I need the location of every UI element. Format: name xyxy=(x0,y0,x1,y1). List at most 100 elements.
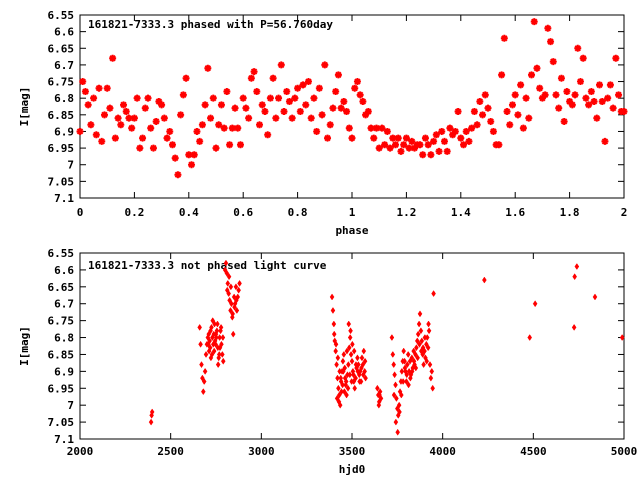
data-point xyxy=(234,307,240,314)
data-point xyxy=(498,71,506,79)
data-point xyxy=(220,124,228,132)
data-point xyxy=(149,408,155,416)
data-point xyxy=(405,144,413,152)
data-point xyxy=(152,117,160,125)
data-point xyxy=(234,124,242,132)
data-point xyxy=(411,357,417,365)
data-point xyxy=(538,94,546,102)
y-tick-label: 7.1 xyxy=(54,192,74,205)
data-point xyxy=(429,367,435,375)
data-point xyxy=(400,378,406,385)
data-point xyxy=(375,144,383,152)
data-point xyxy=(377,391,382,399)
data-point xyxy=(179,91,187,99)
data-point xyxy=(216,351,222,358)
data-point xyxy=(236,141,244,149)
data-point xyxy=(579,54,587,62)
data-point xyxy=(473,121,481,129)
data-point xyxy=(476,98,484,106)
data-point xyxy=(141,104,149,112)
data-point xyxy=(343,107,351,115)
data-point xyxy=(130,114,138,122)
data-point xyxy=(416,141,424,149)
data-point xyxy=(224,269,230,277)
data-point xyxy=(207,344,213,352)
data-point xyxy=(462,127,470,135)
data-point xyxy=(250,68,258,76)
data-point xyxy=(256,121,264,129)
data-point xyxy=(333,340,339,348)
x-tick-label: 0.2 xyxy=(124,206,144,219)
data-point xyxy=(216,354,222,362)
data-point xyxy=(470,107,478,115)
data-point xyxy=(421,134,429,142)
data-point xyxy=(457,134,465,142)
data-point xyxy=(247,74,255,82)
data-point xyxy=(414,344,419,352)
data-point xyxy=(394,394,399,402)
data-point xyxy=(417,340,422,348)
data-point xyxy=(334,71,342,79)
data-point xyxy=(389,134,397,142)
data-point xyxy=(409,354,415,362)
data-point xyxy=(405,351,411,358)
data-point xyxy=(446,124,454,132)
x-tick-label: 2000 xyxy=(67,445,94,458)
x-tick-label: 1.2 xyxy=(396,206,416,219)
data-point xyxy=(122,107,130,115)
data-point xyxy=(400,141,408,149)
data-point xyxy=(245,114,253,122)
y-tick-label: 6.8 xyxy=(54,332,74,345)
data-point xyxy=(160,114,168,122)
data-point xyxy=(351,347,357,355)
data-point xyxy=(198,121,206,129)
data-point xyxy=(405,361,410,369)
data-point xyxy=(359,364,364,372)
data-point xyxy=(351,371,356,379)
data-point xyxy=(415,330,421,338)
data-point xyxy=(84,101,92,109)
data-point xyxy=(522,94,530,102)
data-point xyxy=(224,286,230,294)
y-tick-label: 6.95 xyxy=(48,382,75,395)
x-tick-label: 3500 xyxy=(339,445,366,458)
data-point xyxy=(231,104,239,112)
y-tick-label: 6.7 xyxy=(54,298,74,311)
data-point xyxy=(574,44,582,52)
data-point xyxy=(383,127,391,135)
data-point xyxy=(207,114,215,122)
x-tick-label: 0.8 xyxy=(288,206,308,219)
data-point xyxy=(228,307,233,314)
data-point xyxy=(571,91,579,99)
data-point xyxy=(351,84,359,92)
data-point xyxy=(344,347,350,355)
data-point xyxy=(253,88,261,96)
data-point xyxy=(362,357,368,365)
data-point xyxy=(338,374,344,382)
data-point xyxy=(345,384,351,392)
data-point xyxy=(406,381,411,389)
data-point xyxy=(424,357,430,365)
data-point xyxy=(582,94,590,102)
data-point xyxy=(204,64,212,72)
x-tick-label: 2500 xyxy=(157,445,184,458)
data-point xyxy=(415,354,420,362)
data-point xyxy=(375,384,380,392)
data-point xyxy=(226,141,234,149)
data-point xyxy=(335,374,340,382)
data-point xyxy=(430,137,438,145)
data-point xyxy=(196,137,204,145)
data-point xyxy=(359,98,367,106)
data-point xyxy=(544,24,552,32)
data-point xyxy=(413,351,418,358)
data-point xyxy=(435,147,443,155)
data-point xyxy=(422,334,428,341)
data-point xyxy=(209,323,214,331)
y-tick-label: 6.8 xyxy=(54,92,74,105)
data-point xyxy=(100,111,108,119)
data-point xyxy=(201,388,206,396)
data-point xyxy=(392,141,400,149)
data-point xyxy=(225,279,231,287)
